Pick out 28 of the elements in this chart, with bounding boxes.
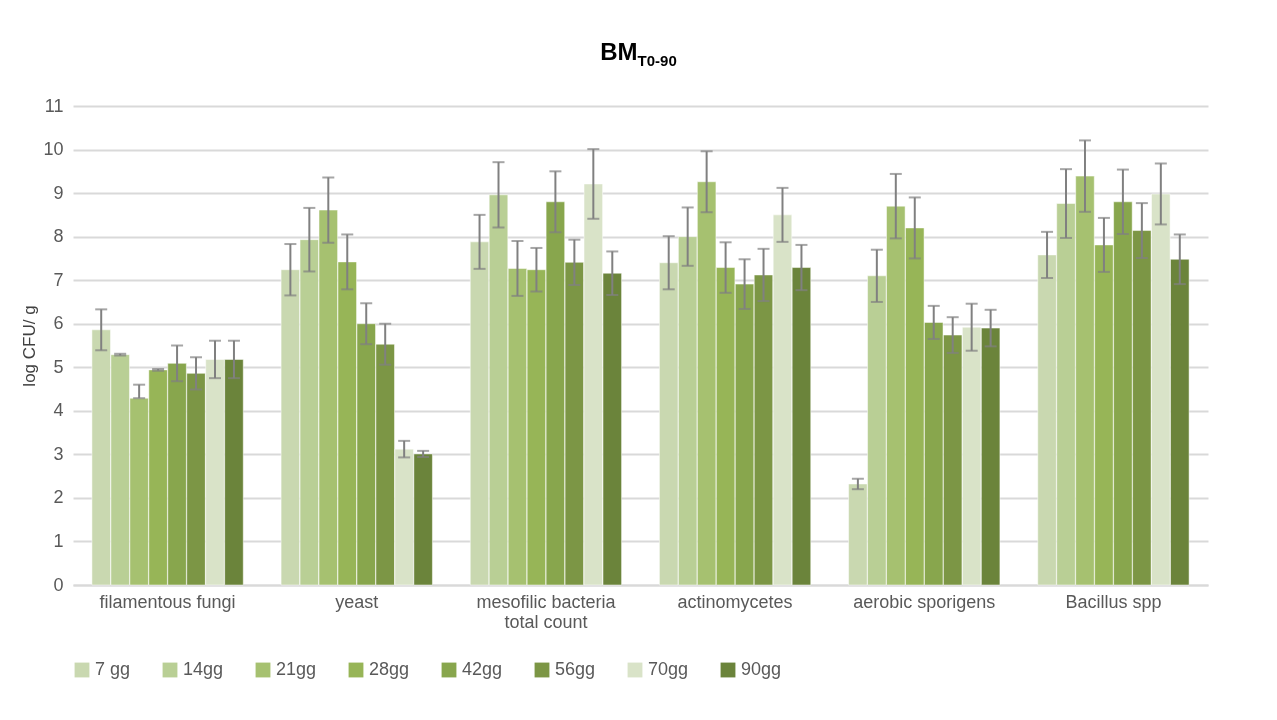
legend-label: 42gg	[462, 659, 503, 679]
y-tick-label: 0	[53, 574, 64, 595]
x-tick-label: actinomycetes	[677, 591, 793, 612]
x-tick-label: yeast	[335, 591, 379, 612]
legend-label: 14gg	[183, 659, 224, 679]
y-tick-label: 7	[53, 269, 64, 290]
legend-label: 56gg	[555, 659, 596, 679]
legend-label: 21gg	[276, 659, 317, 679]
y-tick-label: 8	[53, 226, 64, 247]
y-tick-label: 5	[53, 356, 64, 377]
chart-title: BM$_{T0-90}$	[599, 38, 678, 69]
y-tick-label: 11	[44, 95, 64, 116]
legend-label: 90gg	[741, 659, 782, 679]
legend-label: 28gg	[369, 659, 410, 679]
y-tick-label: 2	[53, 487, 64, 508]
x-tick-label: mesofilic bacteria total count	[476, 591, 617, 632]
x-tick-label: Bacillus spp	[1065, 591, 1162, 612]
y-tick-label: 6	[53, 313, 64, 334]
y-axis-title: log CFU/ g	[20, 305, 40, 387]
y-tick-label: 4	[53, 400, 64, 421]
legend-label: 70gg	[648, 659, 689, 679]
y-tick-label: 1	[53, 530, 64, 551]
x-tick-label: aerobic sporigens	[853, 591, 996, 612]
y-tick-label: 3	[53, 443, 64, 464]
x-tick-label: filamentous fungi	[99, 591, 236, 612]
y-tick-label: 9	[53, 182, 64, 203]
y-tick-label: 10	[43, 139, 64, 160]
legend-label: 7 gg	[95, 659, 131, 679]
